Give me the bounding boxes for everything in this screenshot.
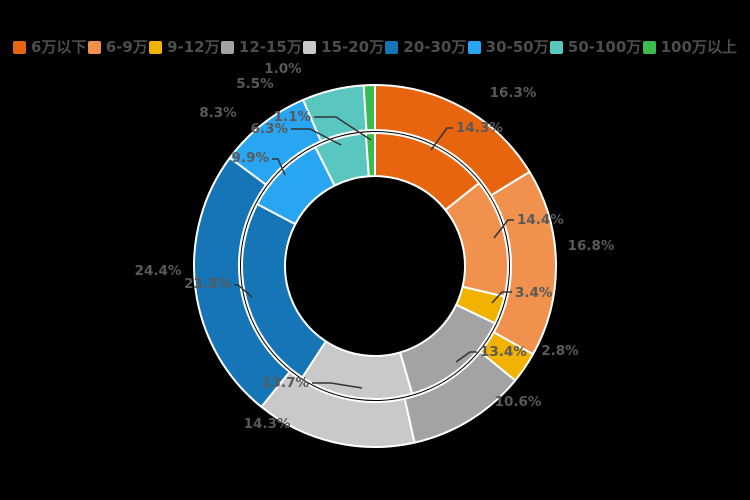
legend-swatch-icon (385, 40, 399, 54)
pct-label-outer-ring-30-50万: 8.3% (199, 105, 237, 121)
pct-label-outer-ring-9-12万: 2.8% (541, 343, 579, 359)
legend: 6万以下 6-9万 9-12万 12-15万 15-20万 20-30万 30-50万 50-… (13, 38, 737, 56)
label-leader-line-inner-ring-100万以上 (314, 116, 372, 141)
pct-label-outer-ring-6-9万: 16.8% (568, 238, 615, 254)
legend-label: 6万以下 (31, 37, 87, 56)
legend-item-30-50万[interactable]: 30-50万 (467, 37, 549, 56)
legend-swatch-icon (549, 40, 563, 54)
pct-label-outer-ring-20-30万: 24.4% (135, 263, 182, 279)
legend-swatch-icon (467, 40, 481, 54)
legend-label: 100万以上 (660, 37, 737, 56)
label-leader-line-inner-ring-20-30万 (234, 284, 253, 298)
pct-label-outer-ring-100万以上: 1.0% (264, 61, 302, 77)
legend-swatch-icon (149, 40, 163, 54)
legend-label: 15-20万 (321, 37, 385, 56)
legend-item-15-20万[interactable]: 15-20万 (303, 37, 385, 56)
pct-label-outer-ring-12-15万: 10.6% (495, 394, 542, 410)
pct-label-inner-ring-9-12万: 3.4% (515, 285, 553, 301)
pct-label-inner-ring-20-30万: 23.5% (184, 276, 231, 292)
legend-item-100万以上[interactable]: 100万以上 (642, 37, 737, 56)
legend-swatch-icon (220, 40, 234, 54)
legend-item-6万以下[interactable]: 6万以下 (13, 37, 87, 56)
legend-label: 50-100万 (567, 37, 642, 56)
pct-label-inner-ring-50-100万: 6.3% (251, 121, 289, 137)
label-leader-line-inner-ring-15-20万 (312, 382, 363, 389)
pct-label-inner-ring-30-50万: 9.9% (232, 150, 270, 166)
label-leader-line-inner-ring-50-100万 (291, 128, 342, 146)
label-leader-line-inner-ring-6-9万 (493, 219, 514, 239)
pct-label-outer-ring-15-20万: 14.3% (244, 416, 291, 432)
label-leader-line-inner-ring-9-12万 (491, 291, 512, 304)
legend-item-20-30万[interactable]: 20-30万 (385, 37, 467, 56)
legend-label: 20-30万 (403, 37, 467, 56)
legend-label: 30-50万 (485, 37, 549, 56)
legend-label: 12-15万 (238, 37, 302, 56)
legend-swatch-icon (87, 40, 101, 54)
legend-label: 9-12万 (167, 37, 220, 56)
pct-label-outer-ring-6万以下: 16.3% (490, 85, 537, 101)
pct-label-outer-ring-50-100万: 5.5% (236, 76, 274, 92)
pct-label-inner-ring-6-9万: 14.4% (517, 212, 564, 228)
label-leader-line-inner-ring-12-15万 (455, 351, 477, 363)
label-leader-line-inner-ring-30-50万 (272, 158, 286, 176)
legend-item-6-9万[interactable]: 6-9万 (87, 37, 148, 56)
pct-label-inner-ring-6万以下: 14.3% (456, 120, 503, 136)
label-leader-line-inner-ring-6万以下 (430, 127, 453, 151)
legend-swatch-icon (642, 40, 656, 54)
pie-slice-outer-ring-100万以上[interactable] (362, 84, 376, 132)
legend-item-9-12万[interactable]: 9-12万 (149, 37, 220, 56)
legend-swatch-icon (13, 40, 26, 54)
pct-label-inner-ring-100万以上: 1.1% (274, 109, 312, 125)
legend-swatch-icon (303, 40, 317, 54)
legend-label: 6-9万 (105, 37, 148, 56)
pct-label-inner-ring-12-15万: 13.4% (480, 344, 527, 360)
legend-item-50-100万[interactable]: 50-100万 (549, 37, 642, 56)
pct-label-inner-ring-15-20万: 13.7% (262, 375, 309, 391)
pie-slice-inner-ring-100万以上[interactable] (364, 132, 376, 178)
legend-item-12-15万[interactable]: 12-15万 (220, 37, 302, 56)
